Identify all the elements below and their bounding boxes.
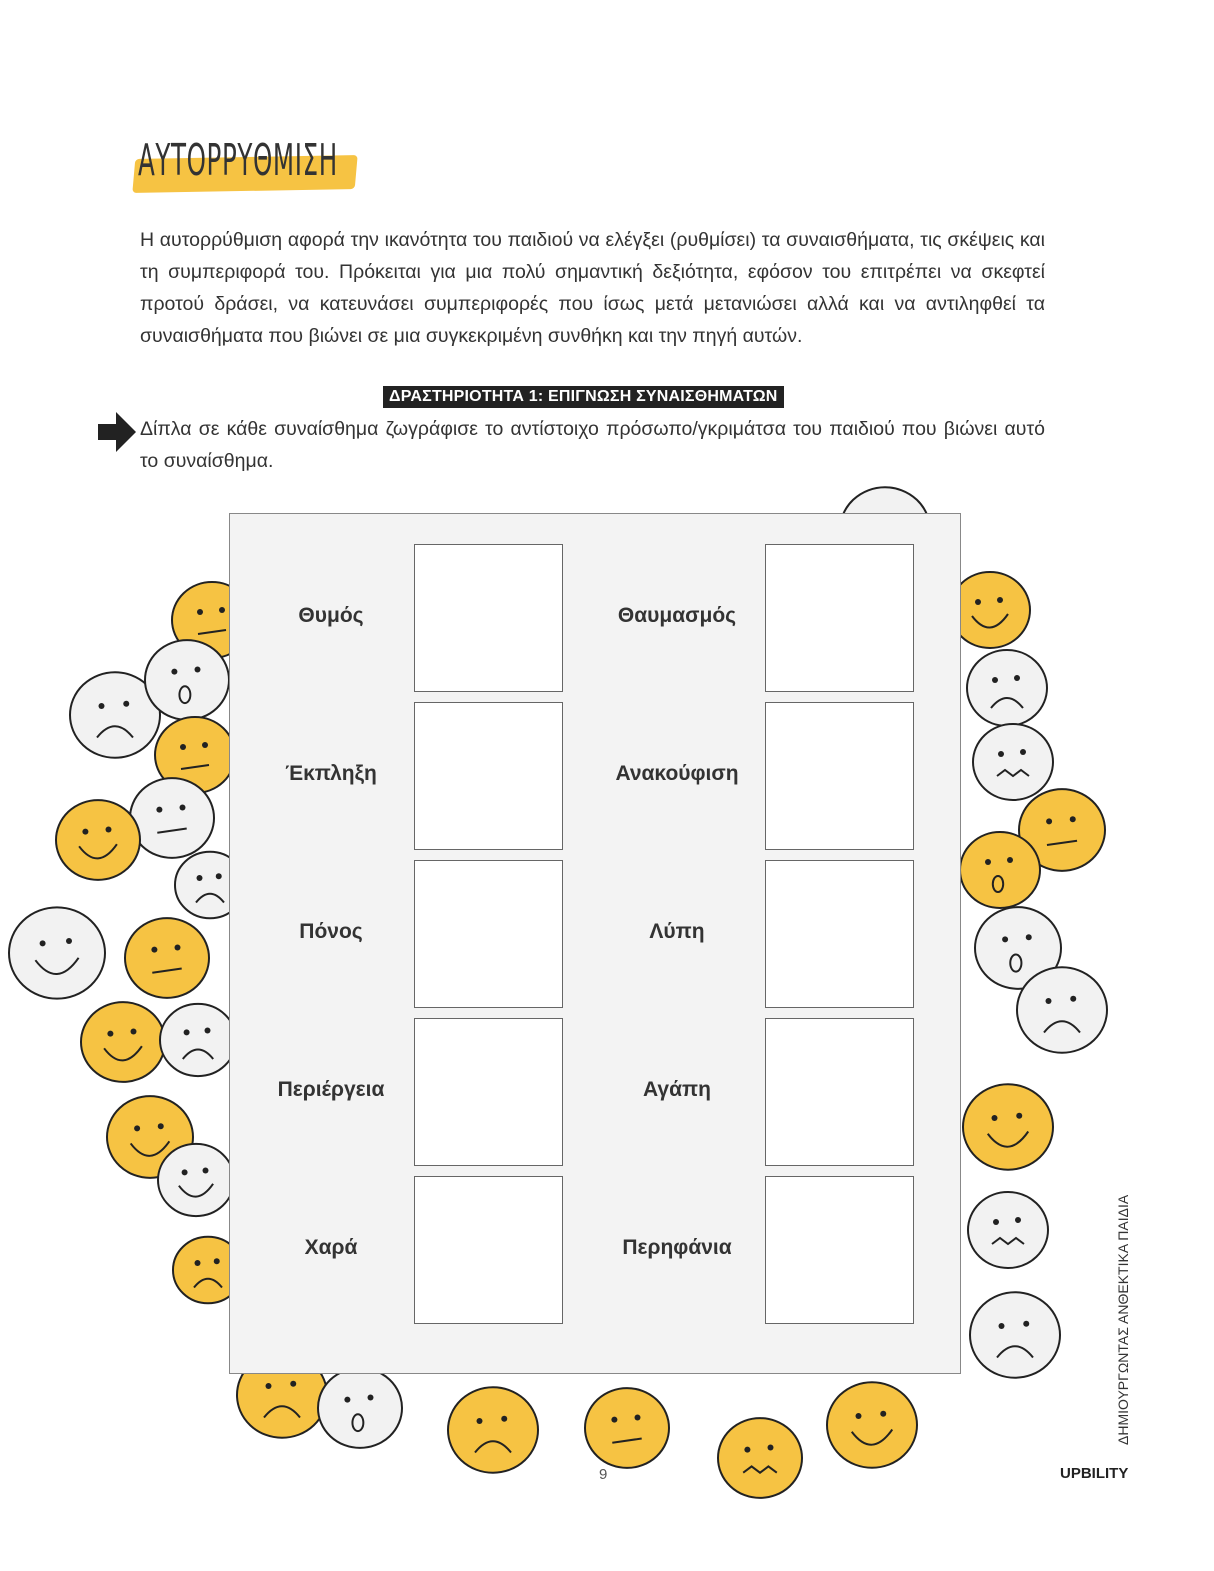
title-block: ΑΥΤΟΡΡΥΘΜΙΣΗ <box>132 135 460 193</box>
emotion-label-right: Λύπη <box>649 920 705 943</box>
emotion-label-left: Χαρά <box>304 1236 358 1259</box>
emotion-label-left: Πόνος <box>299 920 363 943</box>
emoji-face-icon <box>124 917 210 999</box>
emoji-face-icon <box>966 649 1048 727</box>
emoji-face-icon <box>1016 966 1108 1054</box>
emoji-face-icon <box>8 906 106 1000</box>
side-text: ΔΗΜΙΟΥΡΓΩΝΤΑΣ ΑΝΘΕΚΤΙΚΑ ΠΑΙΔΙΑ <box>1115 1194 1131 1445</box>
emotion-label-left: Θυμός <box>298 604 364 627</box>
intro-paragraph: Η αυτορρύθμιση αφορά την ικανότητα του π… <box>140 229 1045 347</box>
page-title: ΑΥΤΟΡΡΥΘΜΙΣΗ <box>138 135 338 186</box>
emoji-face-icon <box>129 777 215 859</box>
emotion-label-right: Περηφάνια <box>622 1236 732 1259</box>
emoji-face-icon <box>1018 788 1106 872</box>
emoji-face-icon <box>69 671 161 759</box>
emotion-label-right: Ανακούφιση <box>615 762 739 785</box>
emoji-face-icon <box>144 639 230 721</box>
drawing-box-left[interactable] <box>414 544 563 692</box>
emoji-face-icon <box>717 1417 803 1499</box>
emoji-face-icon <box>974 906 1062 990</box>
emotions-panel: Θυμός Θαυμασμός Έκπληξη Ανακούφιση Πόνος Λύπη… <box>229 513 961 1374</box>
drawing-box-right[interactable] <box>765 1176 914 1324</box>
emoji-face-icon <box>157 1142 235 1218</box>
emotion-label-left: Έκπληξη <box>285 762 377 785</box>
emoji-face-icon <box>172 1235 244 1305</box>
drawing-box-left[interactable] <box>414 702 563 850</box>
drawing-box-right[interactable] <box>765 860 914 1008</box>
emoji-face-icon <box>159 1002 237 1078</box>
emoji-face-icon <box>584 1387 670 1469</box>
emoji-face-icon <box>959 831 1041 909</box>
emotion-label-right: Θαυμασμός <box>617 604 737 627</box>
emoji-face-icon <box>447 1386 539 1474</box>
drawing-box-right[interactable] <box>765 544 914 692</box>
emotion-label-right: Αγάπη <box>643 1078 711 1101</box>
arrow-right-icon <box>98 412 136 452</box>
emoji-face-icon <box>969 1291 1061 1379</box>
emoji-face-icon <box>962 1083 1054 1171</box>
emoji-face-icon <box>317 1367 403 1449</box>
activity-title: ΔΡΑΣΤΗΡΙΟΤΗΤΑ 1: ΕΠΙΓΝΩΣΗ ΣΥΝΑΙΣΘΗΜΑΤΩΝ <box>383 386 784 408</box>
drawing-box-left[interactable] <box>414 860 563 1008</box>
emoji-face-icon <box>967 1191 1049 1269</box>
emoji-face-icon <box>972 723 1054 801</box>
emoji-face-icon <box>826 1381 918 1469</box>
drawing-box-right[interactable] <box>765 702 914 850</box>
emotion-label-left: Περιέργεια <box>277 1078 385 1101</box>
drawing-box-left[interactable] <box>414 1176 563 1324</box>
emoji-face-icon <box>80 1001 166 1083</box>
page-number: 9 <box>599 1466 608 1483</box>
drawing-box-left[interactable] <box>414 1018 563 1166</box>
emoji-face-icon <box>55 799 141 881</box>
brand-logo: UPBILITY <box>1060 1465 1129 1482</box>
activity-instruction: Δίπλα σε κάθε συναίσθημα ζωγράφισε το αν… <box>140 418 1045 472</box>
drawing-box-right[interactable] <box>765 1018 914 1166</box>
emoji-face-icon <box>949 571 1031 649</box>
